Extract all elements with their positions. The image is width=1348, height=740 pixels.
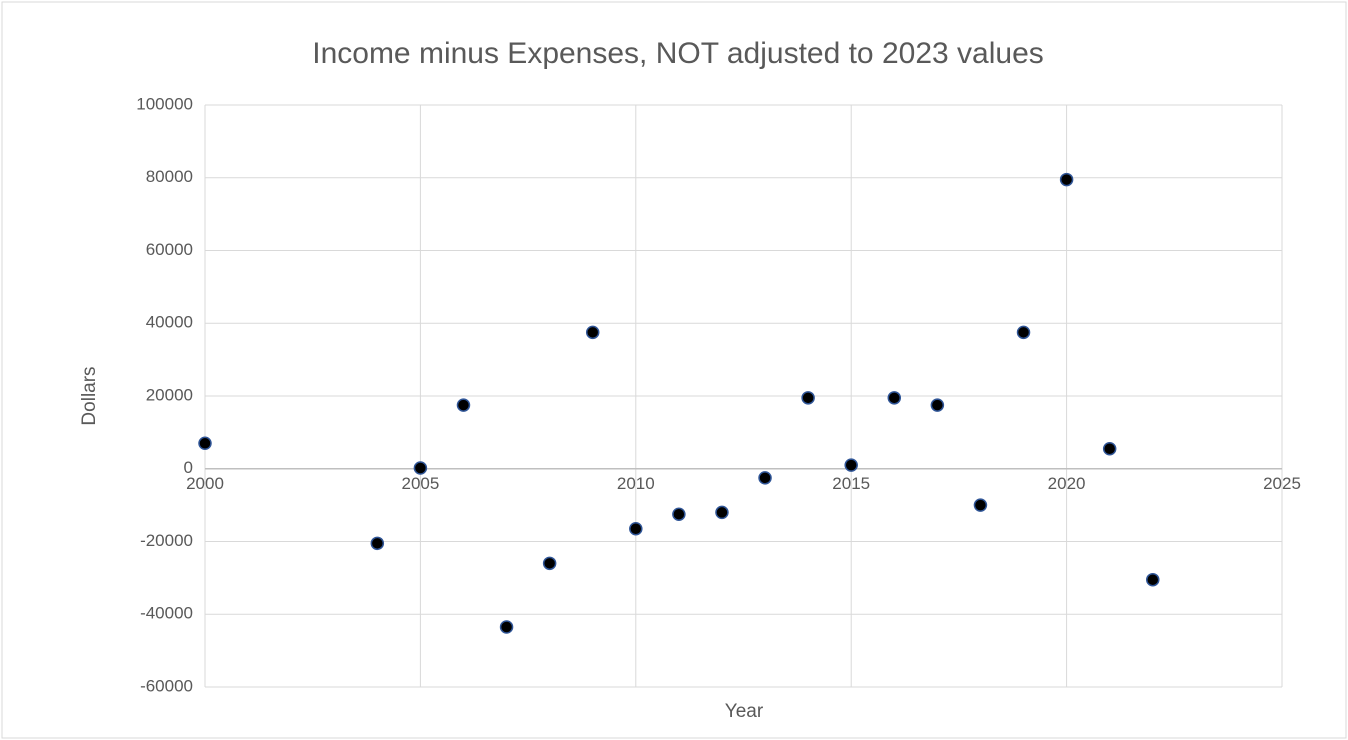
y-tick-label: -20000 <box>140 531 193 550</box>
point <box>801 391 815 405</box>
point <box>542 556 557 571</box>
y-tick-label: -60000 <box>140 676 193 695</box>
point <box>715 505 729 520</box>
x-tick-label: 2020 <box>1048 474 1086 493</box>
point <box>1102 441 1117 456</box>
y-tick-label: 40000 <box>146 313 193 332</box>
y-tick-label: 0 <box>184 458 193 477</box>
point <box>1016 325 1031 340</box>
x-tick-label: 2005 <box>401 474 439 493</box>
point <box>413 461 428 475</box>
y-tick-label: 20000 <box>146 385 193 404</box>
point <box>973 498 988 512</box>
x-tick-label: 2010 <box>617 474 655 493</box>
point <box>499 620 514 634</box>
point <box>672 507 686 521</box>
point <box>585 325 600 340</box>
point <box>930 398 945 412</box>
x-tick-label: 2025 <box>1263 474 1301 493</box>
y-tick-label: 80000 <box>146 167 193 186</box>
point <box>758 471 772 485</box>
point <box>370 536 385 551</box>
point <box>887 391 902 405</box>
x-tick-label: 2015 <box>832 474 870 493</box>
y-tick-label: -40000 <box>140 604 193 623</box>
x-axis-label: Year <box>725 701 764 722</box>
point <box>844 458 858 472</box>
point <box>1146 572 1160 587</box>
y-tick-label: 100000 <box>136 94 193 113</box>
point <box>198 436 212 451</box>
x-tick-label: 2000 <box>186 474 224 493</box>
y-axis-label: Dollars <box>79 366 100 425</box>
point <box>456 398 471 412</box>
point <box>629 522 643 536</box>
point <box>1059 172 1074 187</box>
chart-title: Income minus Expenses, NOT adjusted to 2… <box>312 37 1044 70</box>
y-tick-label: 60000 <box>146 240 193 259</box>
